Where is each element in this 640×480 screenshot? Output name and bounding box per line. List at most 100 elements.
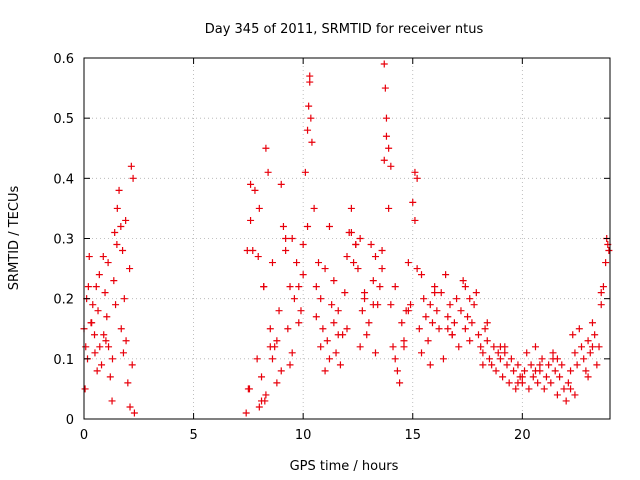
data-point [305, 102, 313, 110]
data-point [496, 343, 504, 351]
data-point [110, 277, 118, 285]
data-point [260, 283, 268, 291]
data-point [444, 325, 452, 333]
data-point [273, 379, 281, 387]
data-point [556, 373, 564, 381]
data-point [352, 241, 360, 249]
data-point [485, 355, 493, 363]
data-point [523, 349, 531, 357]
data-point [98, 361, 106, 369]
data-point [347, 228, 355, 236]
data-point [100, 331, 108, 339]
data-point [582, 367, 590, 375]
data-point [481, 325, 489, 333]
data-point [531, 343, 539, 351]
data-point [422, 313, 430, 321]
data-point [531, 367, 539, 375]
data-point [567, 385, 575, 393]
data-point [363, 331, 371, 339]
data-point [81, 385, 89, 393]
data-point [525, 385, 533, 393]
data-point [599, 283, 607, 291]
data-point [295, 319, 303, 327]
data-point [367, 241, 375, 249]
data-point [330, 319, 338, 327]
data-point [450, 319, 458, 327]
data-point [122, 337, 130, 345]
data-point [385, 144, 393, 152]
data-point [82, 343, 90, 351]
data-point [459, 277, 467, 285]
data-point [282, 247, 290, 255]
data-point [521, 367, 529, 375]
data-point [472, 289, 480, 297]
data-point [334, 307, 342, 315]
data-point [426, 361, 434, 369]
data-point [418, 349, 426, 357]
data-point [605, 247, 613, 255]
data-point [277, 180, 285, 188]
data-point [341, 289, 349, 297]
data-point [588, 343, 596, 351]
data-point [255, 403, 263, 411]
data-point [483, 319, 491, 327]
data-point [268, 355, 276, 363]
data-point [442, 271, 450, 279]
data-point [378, 247, 386, 255]
data-point [284, 325, 292, 333]
data-point [129, 174, 137, 182]
data-point [378, 265, 386, 273]
data-point [288, 235, 296, 242]
x-axis: 0 5 10 15 20 [80, 58, 531, 443]
data-point [356, 235, 364, 242]
data-point [549, 349, 557, 357]
data-point [584, 373, 592, 381]
data-point [560, 385, 568, 393]
data-point [580, 355, 588, 363]
data-point [575, 325, 583, 333]
data-point [247, 216, 255, 224]
data-point [381, 84, 389, 92]
data-point [597, 301, 605, 309]
data-point [437, 289, 445, 297]
data-point [387, 162, 395, 170]
data-point [534, 379, 542, 387]
data-point [593, 361, 601, 369]
data-point [94, 307, 102, 315]
data-point [496, 355, 504, 363]
data-point [468, 319, 476, 327]
data-point [255, 204, 263, 212]
data-point [415, 325, 423, 333]
data-point [288, 349, 296, 357]
data-point [547, 379, 555, 387]
data-point [466, 295, 474, 303]
data-point [444, 313, 452, 321]
data-point [466, 337, 474, 345]
data-point [418, 271, 426, 279]
data-point [128, 361, 136, 369]
data-point [103, 313, 111, 321]
data-point [85, 253, 93, 261]
data-point [282, 235, 290, 242]
data-point [332, 349, 340, 357]
y-tick-label: 0.1 [53, 353, 74, 368]
data-point [99, 253, 107, 261]
data-point [264, 168, 272, 176]
data-point [507, 355, 515, 363]
grid-lines [84, 58, 610, 419]
data-point [380, 156, 388, 164]
data-point [479, 361, 487, 369]
data-point [407, 301, 415, 309]
data-point [597, 289, 605, 297]
data-point [591, 331, 599, 339]
data-point [321, 367, 329, 375]
data-point [95, 271, 103, 279]
data-point [545, 361, 553, 369]
data-point [325, 222, 333, 230]
data-point [569, 331, 577, 339]
data-point [268, 259, 276, 267]
data-point [588, 319, 596, 327]
data-point [122, 216, 130, 224]
x-tick-label: 20 [514, 428, 531, 443]
data-point [477, 343, 485, 351]
